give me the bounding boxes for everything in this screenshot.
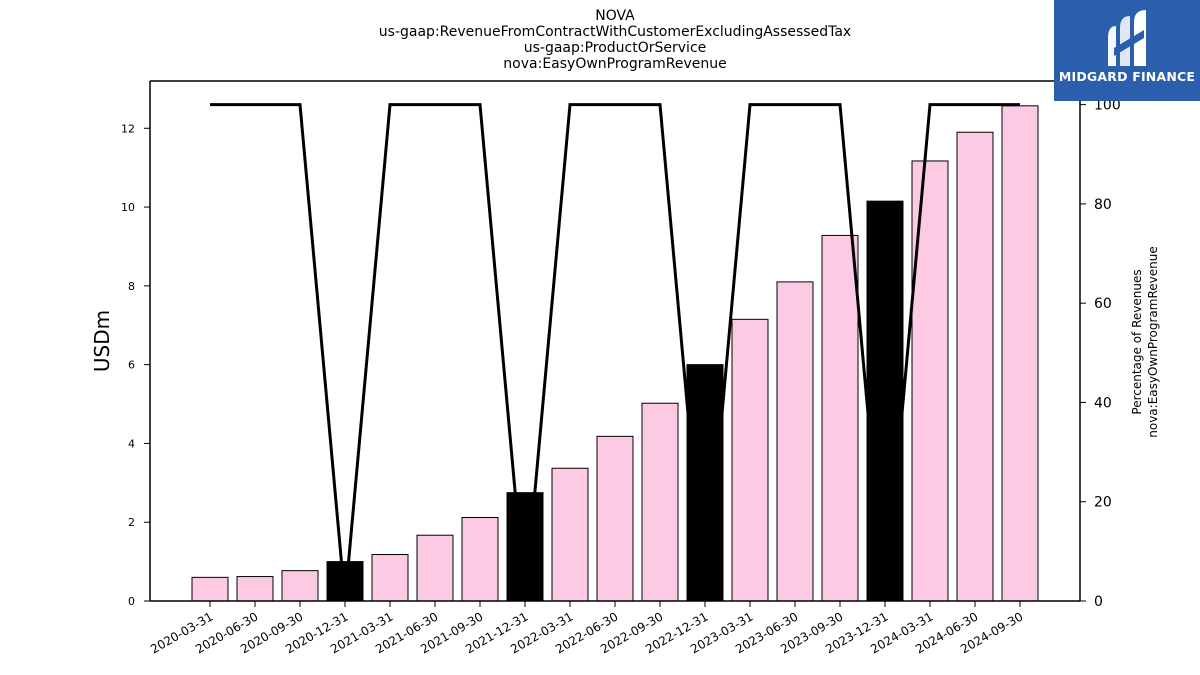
bar-2023-06-30 xyxy=(776,281,814,602)
logo-text: MIDGARD FINANCE xyxy=(1058,69,1196,84)
y-axis-label: USDm xyxy=(90,310,114,372)
chart-title-member: nova:EasyOwnProgramRevenue xyxy=(503,56,727,72)
bar-2022-03-31 xyxy=(551,467,589,602)
bar-2022-09-30 xyxy=(641,402,679,602)
chart-title-company: NOVA xyxy=(595,8,635,24)
bar-2024-09-30 xyxy=(1001,105,1039,602)
y-tick-label-6: 6 xyxy=(128,359,135,372)
chart-title-axis: us-gaap:ProductOrService xyxy=(523,40,707,56)
y-tick-label-0: 0 xyxy=(128,595,135,608)
bar-2021-09-30 xyxy=(461,516,499,602)
y2-axis-label-line-1: Percentage of Revenues xyxy=(1130,269,1144,414)
y-tick-label-8: 8 xyxy=(128,280,135,293)
bar-2023-03-31 xyxy=(731,318,769,602)
bar-2022-12-31 xyxy=(686,364,724,602)
bar-2020-03-31 xyxy=(191,576,229,602)
y2-tick-label-60: 60 xyxy=(1094,296,1112,312)
y2-axis-label-line-2: nova:EasyOwnProgramRevenue xyxy=(1146,246,1160,438)
y2-tick-label-80: 80 xyxy=(1094,197,1112,213)
bar-2024-06-30 xyxy=(956,131,994,602)
bar-2021-03-31 xyxy=(371,554,409,602)
bar-2023-09-30 xyxy=(821,234,859,602)
bar-2021-06-30 xyxy=(416,534,454,602)
y2-tick-label-100: 100 xyxy=(1094,98,1121,114)
bar-2024-03-31 xyxy=(911,160,949,602)
bar-2023-12-31 xyxy=(866,200,904,602)
bar-2021-12-31 xyxy=(506,492,544,602)
y2-tick-label-40: 40 xyxy=(1094,395,1112,411)
y-tick-label-12: 12 xyxy=(121,122,135,135)
midgard-finance-logo: MIDGARD FINANCE xyxy=(1054,0,1200,101)
y-tick-label-10: 10 xyxy=(121,201,135,214)
y-tick-label-2: 2 xyxy=(128,516,135,529)
logo-mark-icon xyxy=(1108,10,1146,66)
bar-2020-09-30 xyxy=(281,570,319,602)
bar-2020-06-30 xyxy=(236,576,274,602)
y2-tick-label-0: 0 xyxy=(1094,594,1103,610)
chart-title-concept: us-gaap:RevenueFromContractWithCustomerE… xyxy=(378,24,852,40)
y2-tick-label-20: 20 xyxy=(1094,495,1112,511)
bar-2022-06-30 xyxy=(596,435,634,602)
y-tick-label-4: 4 xyxy=(128,437,135,450)
